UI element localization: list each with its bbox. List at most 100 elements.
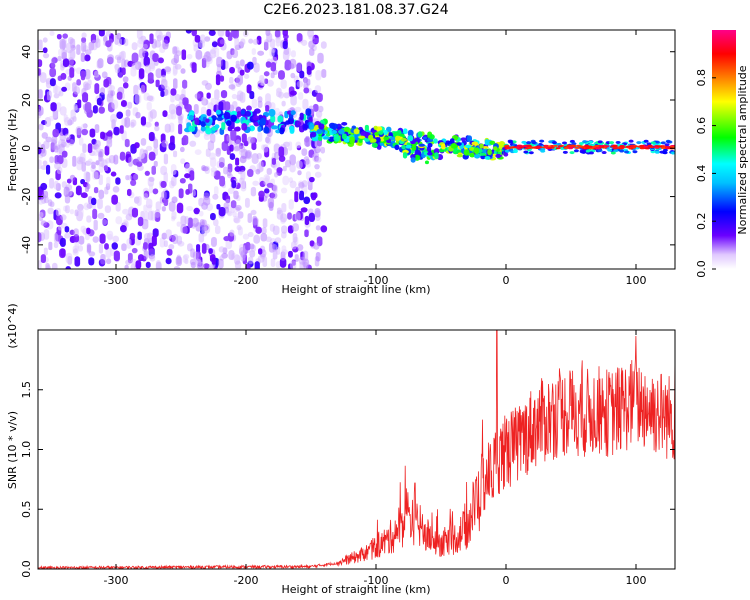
heatmap-cell-816 xyxy=(110,113,118,124)
heatmap-cell-796 xyxy=(44,196,49,204)
heatmap-cell-678 xyxy=(270,72,275,79)
heatmap-cell-1417 xyxy=(290,110,296,116)
heatmap-cell-1830 xyxy=(318,135,323,142)
heatmap-cell-1296 xyxy=(223,166,229,175)
heatmap-cell-343 xyxy=(191,30,197,37)
heatmap-cell-800 xyxy=(124,138,130,148)
heatmap-cell-771 xyxy=(236,224,242,231)
heatmap-cell-1007 xyxy=(91,197,97,206)
heatmap-cell-2232 xyxy=(516,147,522,150)
heatmap-cell-997 xyxy=(105,247,112,259)
heatmap-cell-802 xyxy=(289,180,297,189)
heatmap-cell-784 xyxy=(49,67,57,78)
heatmap-cell-874 xyxy=(200,106,207,117)
heatmap-cell-933 xyxy=(60,237,66,247)
spectrogram-y-tick-label-3: 20 xyxy=(20,93,33,107)
heatmap-cell-1213 xyxy=(61,51,67,60)
heatmap-cell-503 xyxy=(42,47,48,54)
heatmap-cell-326 xyxy=(290,94,297,106)
heatmap-cell-1189 xyxy=(125,213,133,221)
heatmap-cell-211 xyxy=(153,160,158,167)
heatmap-cell-1207 xyxy=(146,198,153,209)
heatmap-cell-799 xyxy=(313,37,319,44)
heatmap-cell-821 xyxy=(113,126,120,136)
heatmap-cell-1132 xyxy=(93,186,99,194)
heatmap-cell-1357 xyxy=(244,110,252,117)
heatmap-cell-1008 xyxy=(80,70,86,81)
heatmap-cell-728 xyxy=(88,158,93,164)
heatmap-cell-2269 xyxy=(516,144,522,147)
heatmap-cell-1328 xyxy=(236,111,242,118)
heatmap-cell-2100 xyxy=(665,140,671,144)
heatmap-cell-814 xyxy=(154,121,159,127)
heatmap-cell-473 xyxy=(202,166,209,172)
heatmap-cell-1022 xyxy=(275,36,281,44)
heatmap-cell-1937 xyxy=(450,142,458,149)
heatmap-cell-1961 xyxy=(636,141,642,145)
heatmap-cell-2296 xyxy=(574,146,580,149)
heatmap-cell-1176 xyxy=(312,153,320,162)
snr-x-tick-label-0: -300 xyxy=(104,574,129,587)
heatmap-cell-839 xyxy=(294,191,299,203)
heatmap-cell-1406 xyxy=(200,121,206,127)
heatmap-cell-1217 xyxy=(84,49,92,55)
heatmap-cell-1413 xyxy=(230,114,237,122)
heatmap-cell-412 xyxy=(144,121,152,128)
heatmap-cell-1174 xyxy=(78,137,84,146)
heatmap-cell-1246 xyxy=(210,157,217,168)
heatmap-cell-944 xyxy=(239,246,246,256)
heatmap-cell-702 xyxy=(298,92,304,100)
heatmap-cell-1265 xyxy=(84,101,92,113)
heatmap-cell-850 xyxy=(43,140,50,149)
heatmap-cell-1939 xyxy=(394,144,400,151)
heatmap-cell-68 xyxy=(121,243,127,252)
heatmap-cell-756 xyxy=(152,228,159,238)
heatmap-cell-276 xyxy=(130,263,137,269)
heatmap-cell-1844 xyxy=(309,123,315,130)
heatmap-cell-1073 xyxy=(140,84,146,95)
heatmap-cell-615 xyxy=(48,241,53,251)
heatmap-cell-1136 xyxy=(205,50,211,58)
heatmap-cell-1131 xyxy=(85,183,91,190)
heatmap-cell-1414 xyxy=(259,117,266,126)
heatmap-cell-695 xyxy=(99,233,106,244)
colorbar-tick-label-4: 0.8 xyxy=(695,69,708,87)
heatmap-cell-572 xyxy=(163,240,168,247)
spectrogram-x-ticks: -300 -200 -100 0 100 xyxy=(104,30,647,287)
heatmap-cell-903 xyxy=(231,49,239,59)
heatmap-cell-1017 xyxy=(305,158,310,165)
snr-plot-area xyxy=(38,330,675,569)
heatmap-cell-1298 xyxy=(234,37,240,49)
heatmap-cell-567 xyxy=(239,92,246,103)
heatmap-cell-1926 xyxy=(473,147,479,154)
heatmap-cell-2077 xyxy=(607,148,613,152)
heatmap-cell-619 xyxy=(130,179,137,187)
heatmap-cell-1792 xyxy=(433,148,440,155)
heatmap-cell-879 xyxy=(315,70,322,81)
heatmap-cell-631 xyxy=(246,105,252,112)
heatmap-cell-1391 xyxy=(270,125,278,130)
heatmap-cell-673 xyxy=(163,153,169,165)
heatmap-cell-884 xyxy=(124,116,131,128)
heatmap-cell-1086 xyxy=(128,156,133,167)
heatmap-cell-618 xyxy=(93,219,98,231)
heatmap-cell-1168 xyxy=(143,249,148,260)
heatmap-cell-2082 xyxy=(601,151,607,155)
heatmap-cell-1096 xyxy=(143,242,148,250)
heatmap-cell-769 xyxy=(137,254,145,262)
heatmap-cell-1130 xyxy=(313,242,320,250)
heatmap-cell-1109 xyxy=(243,73,250,79)
heatmap-cell-2274 xyxy=(612,144,618,147)
heatmap-cell-1183 xyxy=(164,66,172,73)
heatmap-cell-770 xyxy=(265,105,270,112)
heatmap-cell-1141 xyxy=(320,146,325,154)
heatmap-cell-855 xyxy=(78,208,84,218)
heatmap-cell-1351 xyxy=(221,122,226,131)
heatmap-cell-1083 xyxy=(278,91,284,99)
heatmap-cell-2289 xyxy=(579,145,585,148)
heatmap-cell-936 xyxy=(301,148,308,157)
heatmap-cell-893 xyxy=(281,225,288,234)
spectrogram-y-tick-label-4: 40 xyxy=(20,45,33,59)
heatmap-cell-1271 xyxy=(290,72,296,79)
heatmap-cell-826 xyxy=(100,253,106,265)
